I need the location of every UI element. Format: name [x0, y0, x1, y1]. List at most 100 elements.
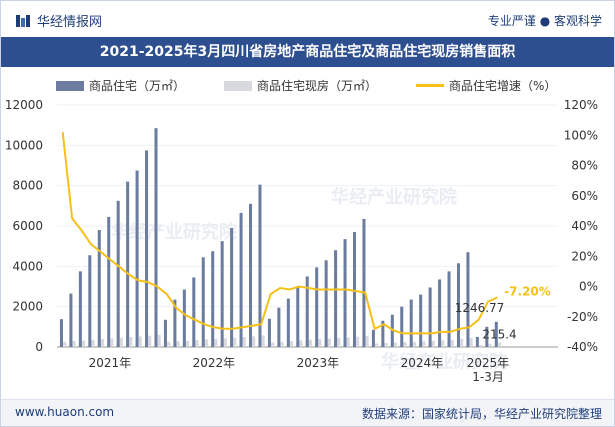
bar-secondary [403, 342, 407, 347]
bar-primary [258, 184, 262, 347]
bar-primary [88, 255, 92, 347]
bar-primary [239, 212, 243, 347]
bar-secondary [72, 340, 76, 347]
bar-secondary [299, 340, 303, 347]
bar-secondary [422, 341, 426, 347]
bar-primary [466, 252, 470, 347]
bar-primary [230, 228, 234, 347]
data-label-line: -7.20% [504, 284, 551, 298]
chart-legend: 商品住宅（万㎡） 商品住宅现房（万㎡） 商品住宅增速（%） [1, 75, 614, 93]
right-tick-label: 100% [564, 128, 598, 142]
left-axis: 0 2000 4000 6000 8000 10000 12000 [5, 98, 43, 354]
bar-secondary [100, 338, 104, 347]
bar-primary [334, 250, 338, 347]
bar-primary [400, 306, 404, 347]
bar-secondary [393, 342, 397, 347]
bar-primary [352, 232, 357, 347]
right-tick-label: 20% [571, 249, 598, 263]
bar-primary [220, 241, 224, 347]
bar-secondary [223, 338, 227, 347]
bar-secondary [488, 343, 492, 347]
bar-primary [494, 321, 498, 347]
bar-primary [371, 329, 375, 347]
watermark-text: 华经产业研究院 [381, 351, 507, 373]
bar-secondary [497, 342, 501, 347]
footer: www.huaon.com 数据来源：国家统计局，华经产业研究院整理 [1, 399, 614, 426]
bar-secondary [242, 336, 246, 347]
right-tick-label: 0% [579, 280, 598, 294]
right-tick-label: 80% [571, 159, 598, 173]
bar-secondary [356, 336, 360, 347]
bar-secondary [176, 341, 180, 347]
bar-primary [116, 200, 120, 347]
bar-primary [315, 267, 319, 347]
watermark-text: 华经产业研究院 [111, 221, 237, 243]
legend-label: 商品住宅增速（%） [449, 79, 557, 93]
bar-primary [78, 271, 82, 347]
bar-secondary [82, 340, 86, 347]
bar-secondary [327, 338, 331, 347]
bar-secondary [138, 336, 142, 347]
bar-secondary [252, 336, 256, 347]
data-label-bar-primary: 1246.77 [455, 301, 505, 315]
footer-website[interactable]: www.huaon.com [15, 405, 115, 419]
bar-primary [267, 318, 271, 347]
x-tick-label: 2024年 [401, 356, 444, 370]
legend-item-bar-primary: 商品住宅（万㎡） [56, 77, 185, 94]
right-axis: -40% -20% 0% 20% 40% 60% 80% 100% 120% [564, 98, 598, 354]
bar-secondary [441, 340, 445, 347]
bar-secondary [261, 335, 265, 347]
bar-primary [286, 298, 290, 347]
bar-primary [126, 181, 130, 347]
legend-swatch [56, 80, 84, 91]
bar-secondary [91, 339, 95, 347]
right-tick-label: 40% [571, 219, 598, 233]
series-line [61, 132, 498, 335]
bar-secondary [375, 343, 379, 347]
x-tick-label: 2025年 [467, 356, 510, 370]
bar-secondary [460, 338, 464, 347]
bar-secondary [110, 338, 114, 347]
x-tick-label: 2022年 [193, 356, 236, 370]
bar-secondary [450, 339, 454, 347]
legend-swatch [416, 84, 444, 87]
legend-label: 商品住宅（万㎡） [89, 79, 186, 93]
bar-primary [211, 251, 215, 347]
bar-secondary [63, 341, 67, 347]
bar-secondary [195, 340, 199, 347]
bar-secondary [365, 336, 369, 347]
bar-secondary [280, 341, 284, 347]
site-name: 华经情报网 [37, 15, 103, 30]
bar-primary [390, 314, 394, 347]
bar-primary [163, 319, 167, 347]
data-label-bar-secondary: 215.4 [482, 328, 516, 342]
bar-primary [456, 263, 460, 347]
bar-primary [145, 150, 149, 347]
bar-primary [343, 239, 347, 347]
series-bars-primary [59, 128, 498, 347]
x-tick-label: 2023年 [297, 356, 340, 370]
left-tick-label: 8000 [12, 179, 43, 193]
brand[interactable]: 华经情报网 [15, 11, 102, 30]
legend-item-bar-secondary: 商品住宅现房（万㎡） [224, 77, 377, 94]
bar-primary [296, 287, 300, 347]
legend-swatch [224, 80, 252, 91]
bar-secondary [469, 337, 473, 347]
bar-primary [249, 203, 253, 347]
bar-primary [154, 128, 158, 347]
bar-primary [107, 216, 111, 347]
bar-secondary [412, 341, 416, 347]
legend-label: 商品住宅现房（万㎡） [257, 79, 378, 93]
bar-secondary [204, 339, 208, 347]
chart-title: 2021-2025年3月四川省房地产商品住宅及商品住宅现房销售面积 [1, 37, 614, 67]
bar-secondary [157, 334, 161, 347]
bar-secondary [129, 336, 133, 347]
footer-source: 数据来源：国家统计局，华经产业研究院整理 [361, 407, 602, 421]
bar-secondary [119, 337, 123, 347]
bar-primary [324, 260, 328, 347]
bar-primary [69, 293, 73, 347]
x-tick-label: 1-3月 [472, 370, 504, 384]
left-tick-label: 6000 [12, 219, 43, 233]
tagline: 专业严谨 ● 客观科学 [487, 14, 602, 28]
bar-secondary [214, 338, 218, 347]
